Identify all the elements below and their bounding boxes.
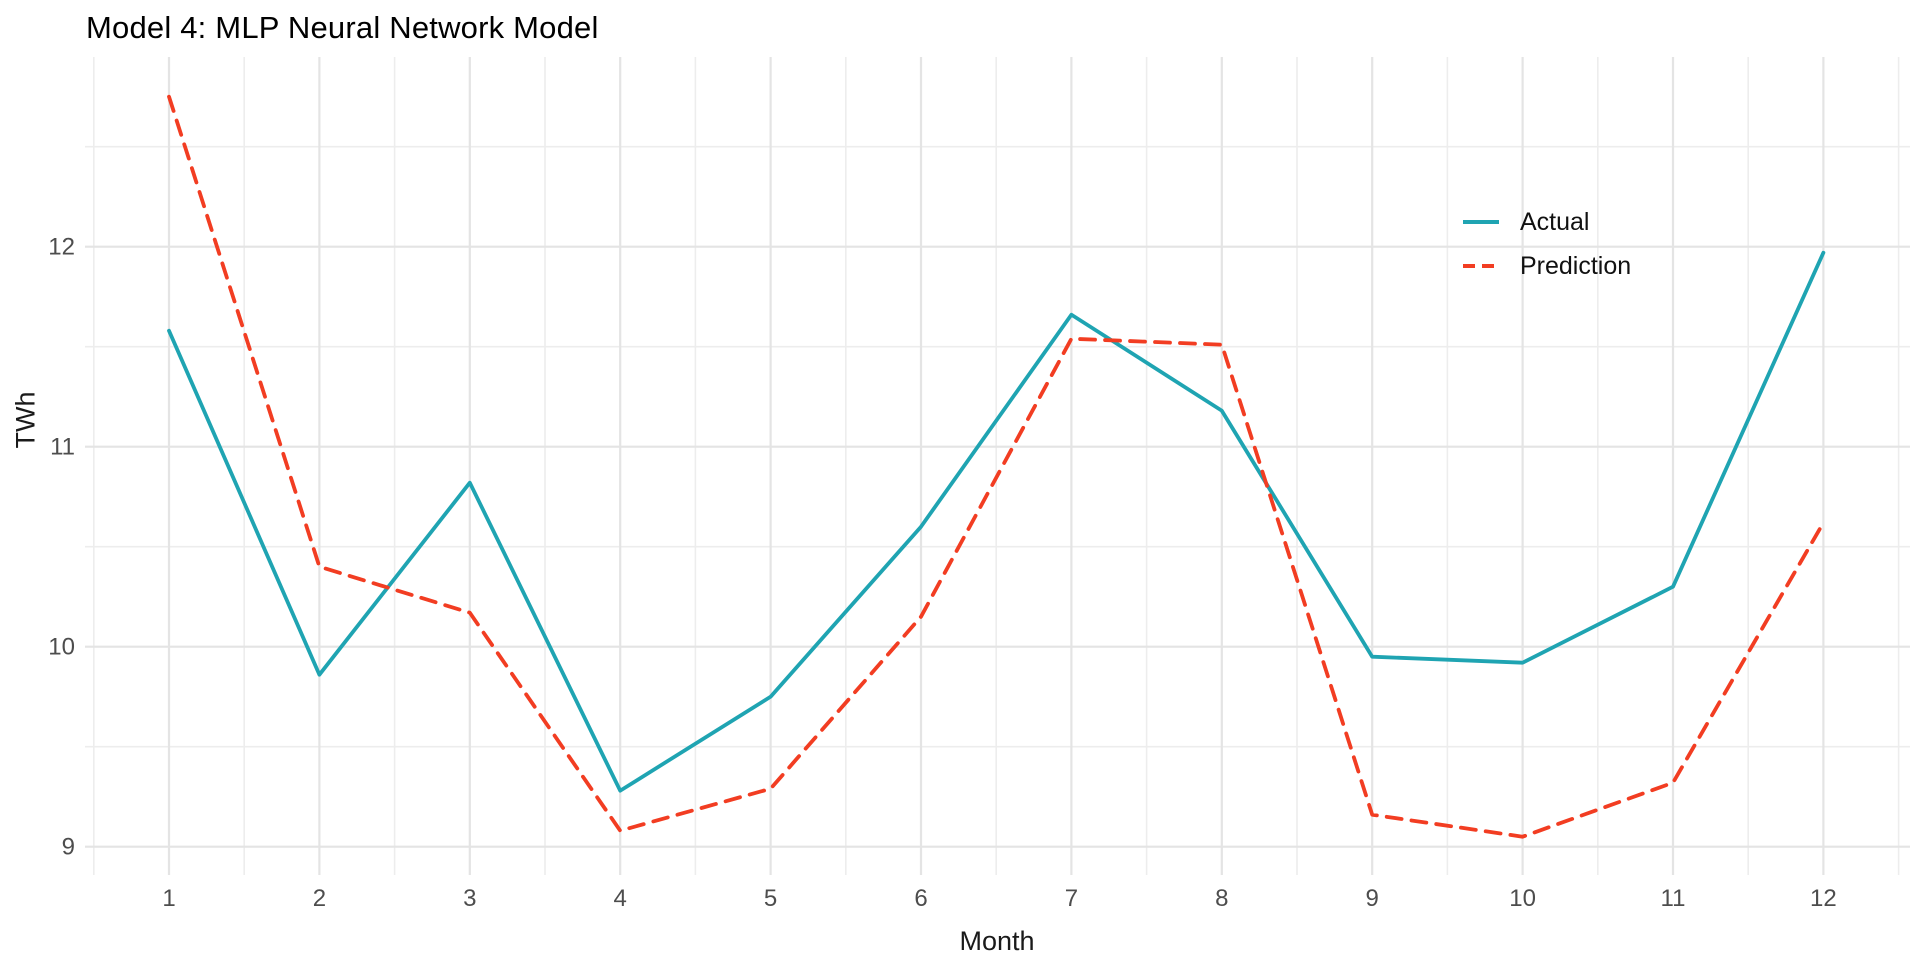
legend-item-actual: Actual	[1462, 200, 1631, 244]
y-axis-title: TWh	[10, 391, 41, 449]
x-axis-title: Month	[959, 926, 1035, 956]
series-line-prediction	[167, 94, 1826, 839]
chart-title: Model 4: MLP Neural Network Model	[86, 10, 599, 45]
x-tick-label: 10	[1509, 885, 1536, 912]
x-tick-label: 5	[764, 885, 777, 912]
legend: Actual Prediction	[1462, 200, 1631, 288]
x-tick-label: 11	[1661, 885, 1686, 912]
x-tick-label: 4	[614, 885, 627, 912]
legend-item-prediction: Prediction	[1462, 244, 1631, 288]
series-line-actual	[167, 250, 1826, 793]
x-tick-label: 6	[914, 885, 927, 912]
legend-key-prediction-line	[1463, 264, 1499, 268]
x-tick-label: 3	[463, 885, 476, 912]
x-tick-label: 12	[1810, 885, 1837, 912]
x-tick-label: 7	[1065, 885, 1078, 912]
x-tick-label: 8	[1215, 885, 1228, 912]
y-tick-label: 12	[48, 234, 75, 261]
legend-label-prediction: Prediction	[1520, 251, 1632, 280]
y-tick-label: 9	[62, 834, 75, 861]
x-tick-label: 2	[313, 885, 326, 912]
legend-label-actual: Actual	[1520, 207, 1590, 236]
x-tick-label: 1	[162, 885, 175, 912]
y-tick-label: 10	[48, 634, 75, 661]
x-tick-label: 9	[1366, 885, 1379, 912]
legend-key-actual-line	[1463, 220, 1499, 224]
y-tick-label: 11	[50, 434, 75, 461]
